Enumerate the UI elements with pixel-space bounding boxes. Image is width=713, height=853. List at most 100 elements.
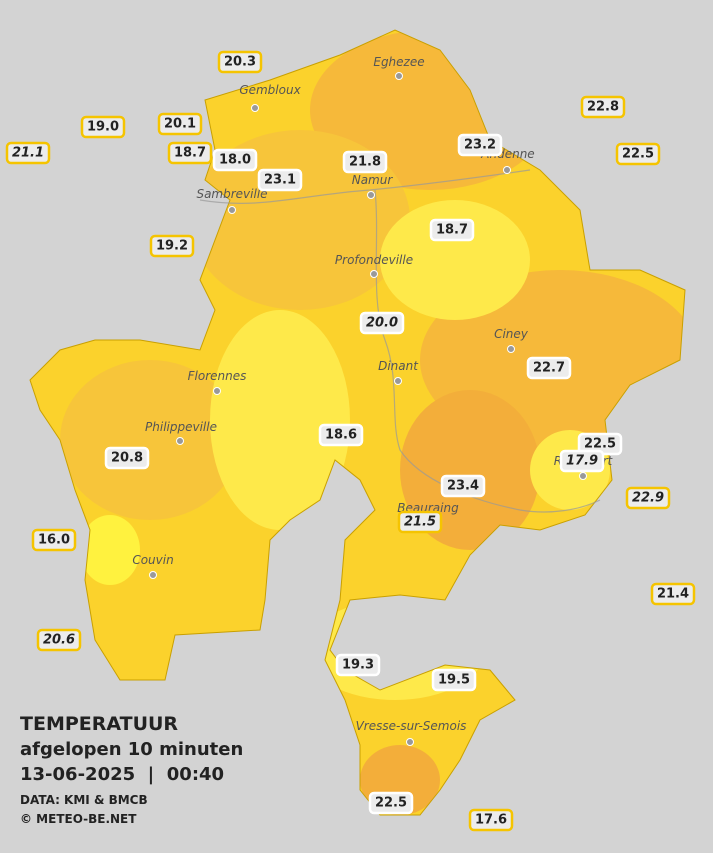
city-dot: [251, 104, 259, 112]
station-value: 22.5: [622, 147, 654, 162]
station-box: [80, 115, 126, 139]
station: 23.2: [457, 133, 503, 157]
city-dot: [176, 437, 184, 445]
station: 19.2: [149, 234, 195, 258]
station-box: [5, 141, 51, 165]
station-box: [149, 234, 195, 258]
station: 22.8: [580, 95, 626, 119]
station-box: [615, 142, 661, 166]
station-box: [559, 449, 605, 473]
city-dot: [394, 377, 402, 385]
station: 22.5: [368, 791, 414, 815]
station-box: [650, 582, 696, 606]
legend-credit: © METEO-BE.NET: [20, 812, 137, 826]
station-value: 19.3: [342, 658, 374, 673]
station-value: 20.3: [224, 55, 256, 70]
city-dot: [507, 345, 515, 353]
station-box: [457, 133, 503, 157]
station: 21.5: [397, 510, 443, 534]
station-box: [359, 311, 405, 335]
station-value: 21.5: [404, 515, 436, 530]
legend-subtitle: afgelopen 10 minuten: [20, 739, 243, 760]
city-dot: [149, 571, 157, 579]
station-box: [368, 791, 414, 815]
station-box: [318, 423, 364, 447]
city-label: Philippeville: [145, 420, 217, 434]
stations: 20.3 19.0 21.1 20.1 18.7 18.0 23.1 21.8 23.2 22.8…: [5, 50, 696, 832]
station-box: [526, 356, 572, 380]
station-box: [580, 95, 626, 119]
station-box: [625, 486, 671, 510]
station-box: [217, 50, 263, 74]
city-label: Gembloux: [239, 83, 301, 97]
city-label: Dinant: [378, 359, 419, 373]
station-value: 18.7: [436, 223, 468, 238]
station-box: [429, 218, 475, 242]
city-label: Ciney: [494, 327, 529, 341]
station-value: 22.7: [533, 361, 565, 376]
station-box: [397, 510, 443, 534]
legend-source: DATA: KMI & BMCB: [20, 793, 148, 807]
city-label: Florennes: [188, 369, 247, 383]
station: 20.0: [359, 311, 405, 335]
station-box: [257, 168, 303, 192]
station-box: [335, 653, 381, 677]
station-box: [36, 628, 82, 652]
station: 16.0: [31, 528, 77, 552]
city-label: Couvin: [132, 553, 173, 567]
station-value: 23.1: [264, 173, 296, 188]
city-label: Namur: [352, 173, 394, 187]
station-box: [431, 668, 477, 692]
station: 21.1: [5, 141, 51, 165]
legend-title: TEMPERATUUR: [20, 713, 178, 735]
station: 17.6: [468, 808, 514, 832]
station: 23.1: [257, 168, 303, 192]
station: 20.8: [104, 446, 150, 470]
city-label: Vresse-sur-Semois: [356, 719, 467, 733]
city-dot: [370, 270, 378, 278]
station-value: 19.0: [87, 120, 119, 135]
city-dot: [395, 72, 403, 80]
city-dot: [228, 206, 236, 214]
station: 20.1: [157, 112, 203, 136]
station-box: [440, 474, 486, 498]
station-value: 20.6: [43, 633, 75, 648]
station-value: 17.9: [566, 454, 598, 469]
station-value: 20.1: [164, 117, 196, 132]
station-value: 23.2: [464, 138, 496, 153]
station: 18.0: [212, 148, 258, 172]
station-value: 22.9: [632, 491, 664, 506]
station: 18.7: [429, 218, 475, 242]
station-box: [212, 148, 258, 172]
station: 20.6: [36, 628, 82, 652]
station: 21.8: [342, 150, 388, 174]
city-dot: [579, 472, 587, 480]
station-value: 19.2: [156, 239, 188, 254]
station-box: [157, 112, 203, 136]
station: 17.9: [559, 449, 605, 473]
station-box: [104, 446, 150, 470]
station-value: 17.6: [475, 813, 507, 828]
station-value: 23.4: [447, 479, 479, 494]
cities: EghezeeGemblouxAndenneNamurSambrevillePr…: [132, 55, 614, 746]
station: 18.6: [318, 423, 364, 447]
station-box: [468, 808, 514, 832]
station-value: 21.4: [657, 587, 689, 602]
station-value: 18.0: [219, 153, 251, 168]
city-dot: [367, 191, 375, 199]
station: 23.4: [440, 474, 486, 498]
station: 18.7: [167, 141, 213, 165]
city-dot: [503, 166, 511, 174]
station-box: [167, 141, 213, 165]
station: 19.3: [335, 653, 381, 677]
station-value: 22.5: [584, 437, 616, 452]
legend-datetime: 13-06-2025 | 00:40: [20, 764, 224, 785]
station: 19.5: [431, 668, 477, 692]
station: 22.9: [625, 486, 671, 510]
station: 22.5: [615, 142, 661, 166]
station-value: 22.8: [587, 100, 619, 115]
city-label: Eghezee: [373, 55, 424, 69]
city-label: Sambreville: [196, 187, 267, 201]
